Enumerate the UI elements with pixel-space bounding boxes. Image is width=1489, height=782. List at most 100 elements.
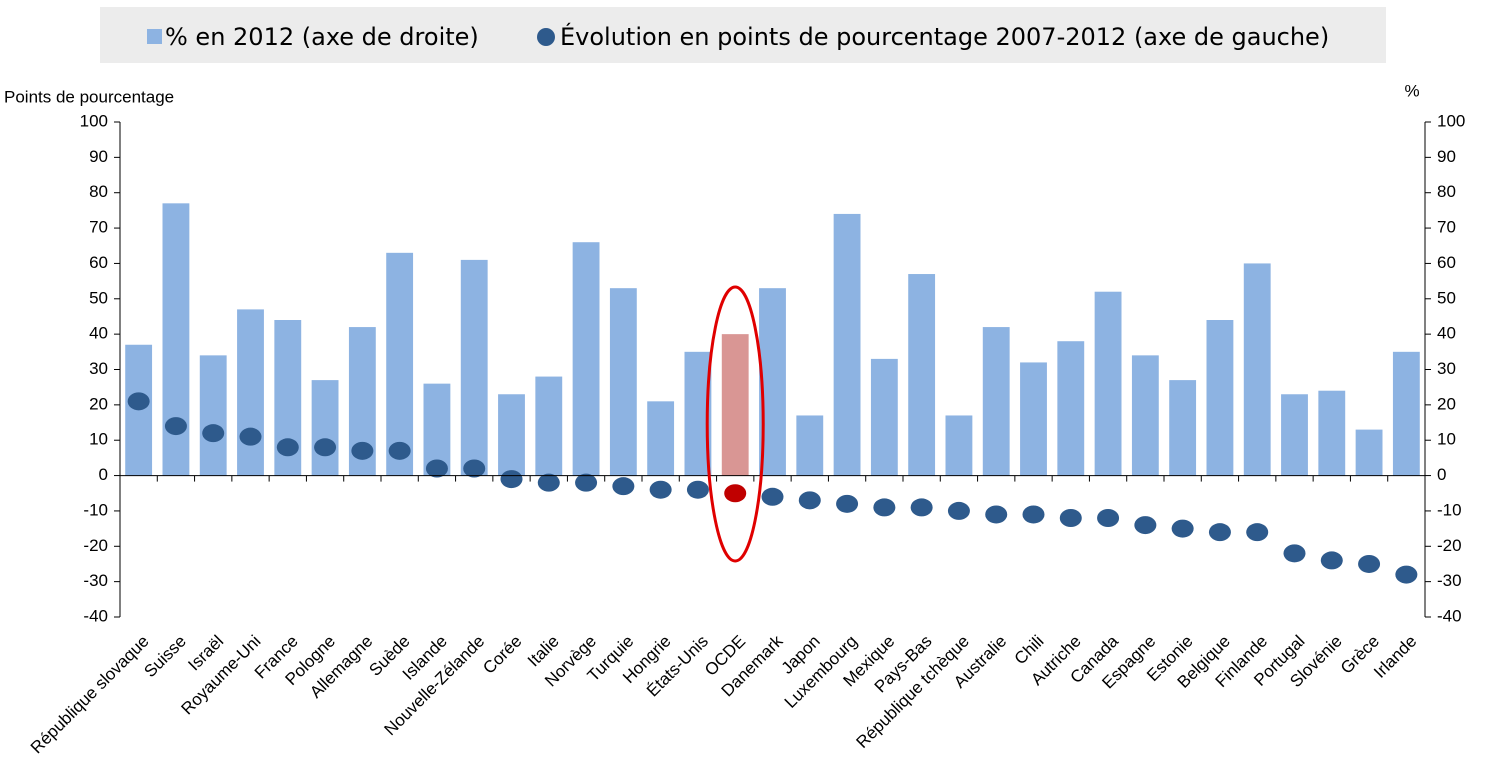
bar (498, 394, 525, 476)
x-tick-label: Irlande (1370, 632, 1420, 682)
dot (761, 487, 784, 506)
y2-tick-label: -40 (1437, 606, 1462, 625)
y-tick-label: -40 (83, 606, 108, 625)
bar (1057, 341, 1085, 476)
y-tick-label: 100 (80, 111, 108, 130)
dot (202, 424, 225, 443)
y2-tick-label: 90 (1437, 147, 1456, 166)
dot (910, 498, 933, 517)
bar (1169, 380, 1197, 476)
y-tick-label: 40 (89, 324, 108, 343)
dot (1246, 523, 1269, 542)
bar (535, 376, 563, 476)
y-axis-label: Points de pourcentage (4, 87, 174, 106)
y-tick-label: -20 (83, 536, 108, 555)
dot (1022, 505, 1045, 524)
dot (1134, 516, 1157, 535)
legend-label: % en 2012 (axe de droite) (165, 23, 479, 51)
y-tick-label: 70 (89, 218, 108, 237)
dot (649, 480, 672, 499)
x-tick-label: Suisse (140, 632, 190, 682)
dot (985, 505, 1008, 524)
dot (500, 470, 523, 489)
y-tick-label: 0 (99, 465, 108, 484)
y-tick-label: -30 (83, 571, 108, 590)
bar (386, 252, 414, 476)
dot (239, 427, 262, 446)
dot (1358, 554, 1381, 573)
y-tick-label: 50 (89, 288, 108, 307)
y2-tick-label: 30 (1437, 359, 1456, 378)
dot (1395, 565, 1418, 584)
bar (1206, 320, 1234, 476)
y2-tick-label: -30 (1437, 571, 1462, 590)
bar (1020, 362, 1047, 476)
bar (572, 242, 600, 476)
dot (425, 459, 448, 478)
dot (351, 441, 374, 460)
bar (647, 401, 675, 476)
dot (686, 480, 709, 499)
dot (1320, 551, 1343, 570)
y-tick-label: 90 (89, 147, 108, 166)
legend-label: Évolution en points de pourcentage 2007-… (560, 22, 1329, 51)
dot (612, 477, 635, 496)
y-tick-label: -10 (83, 500, 108, 519)
bar (982, 327, 1010, 476)
y2-axis-label: % (1404, 81, 1419, 100)
bar (1355, 429, 1383, 476)
legend-swatch (537, 28, 555, 46)
y2-tick-label: 80 (1437, 182, 1456, 201)
y2-tick-label: 70 (1437, 218, 1456, 237)
legend-swatch (147, 29, 162, 44)
dot (463, 459, 486, 478)
dot (388, 441, 411, 460)
y-tick-label: 60 (89, 253, 108, 272)
bar (1281, 394, 1308, 476)
bar (908, 274, 936, 476)
legend: % en 2012 (axe de droite) Évolution en po… (147, 22, 1329, 51)
bar (1243, 263, 1271, 476)
y2-tick-label: -20 (1437, 536, 1462, 555)
bar (237, 309, 264, 476)
dot (1059, 509, 1082, 527)
dot (724, 484, 747, 503)
y2-tick-label: 0 (1437, 465, 1446, 484)
bar (199, 355, 227, 476)
dot (575, 473, 598, 492)
legend-box (100, 7, 1386, 63)
x-tick-label: République slovaque (27, 632, 153, 758)
x-tick-label: Corée (479, 632, 525, 678)
bar (1318, 390, 1346, 476)
dot (1283, 544, 1306, 563)
y2-tick-label: 40 (1437, 324, 1456, 343)
dot (276, 438, 299, 457)
bar (311, 380, 339, 476)
dot (1171, 519, 1194, 538)
y2-tick-label: 50 (1437, 288, 1456, 307)
y-tick-label: 30 (89, 359, 108, 378)
y-tick-label: 20 (89, 394, 108, 413)
bar (1094, 291, 1122, 476)
bar (870, 358, 898, 476)
y2-tick-label: -10 (1437, 500, 1462, 519)
dot (836, 494, 859, 513)
y2-tick-label: 100 (1437, 111, 1465, 130)
dot (947, 501, 970, 520)
dot (537, 473, 560, 492)
bar (796, 415, 824, 476)
bar (1131, 355, 1159, 476)
dot (314, 438, 337, 457)
dot (873, 498, 896, 517)
y2-tick-label: 10 (1437, 430, 1456, 449)
y-tick-label: 10 (89, 430, 108, 449)
dot (1097, 509, 1120, 527)
dot (798, 491, 821, 510)
highlight-outline (705, 285, 765, 563)
bar (945, 415, 973, 476)
bar (609, 288, 637, 476)
y-tick-label: 80 (89, 182, 108, 201)
dot (127, 392, 150, 411)
y2-tick-label: 60 (1437, 253, 1456, 272)
